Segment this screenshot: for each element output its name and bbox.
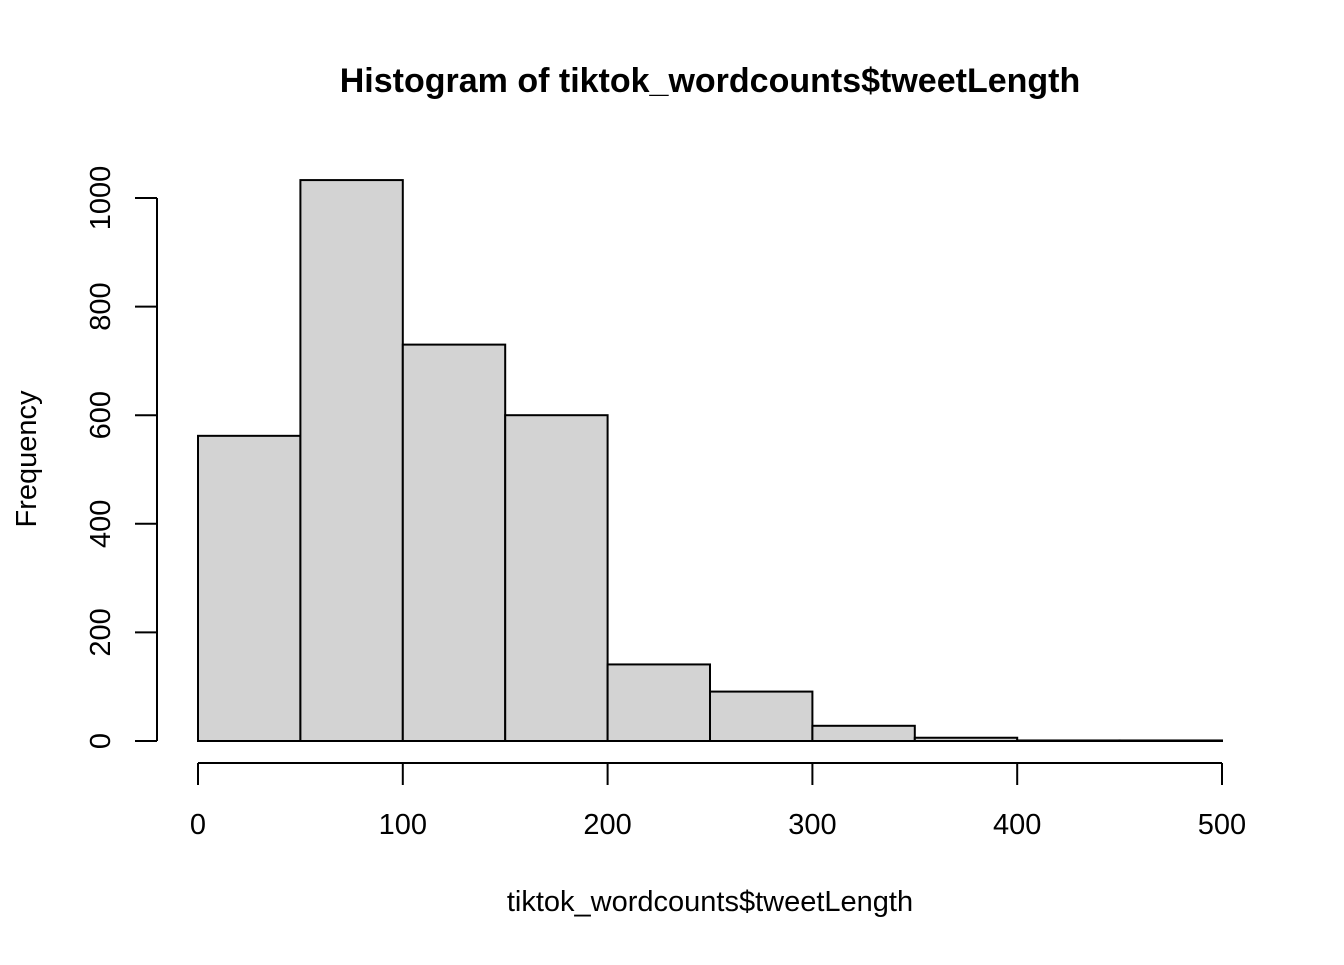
y-tick-label: 600 [85, 391, 117, 439]
histogram-bar [504, 414, 609, 742]
x-tick-label: 100 [379, 809, 427, 841]
y-axis-label: Frequency [11, 390, 43, 528]
x-tick-label: 400 [993, 809, 1041, 841]
x-tick-label: 300 [788, 809, 836, 841]
x-tick-label: 200 [583, 809, 631, 841]
histogram-bar [606, 663, 711, 743]
x-tick-label: 500 [1198, 809, 1246, 841]
y-axis: 0 200 400 600 800 1000 [85, 166, 158, 749]
x-axis: 0 100 200 300 400 500 [190, 762, 1246, 841]
histogram-bar [401, 343, 507, 742]
y-tick-label: 400 [85, 500, 117, 548]
y-tick-label: 1000 [85, 166, 117, 231]
histogram-bar [299, 179, 404, 742]
x-tick-label: 0 [190, 809, 206, 841]
bars-group [197, 179, 1223, 743]
histogram-bar [197, 434, 302, 742]
histogram-bar [811, 724, 916, 743]
histogram-bar [1118, 739, 1223, 742]
chart-title: Histogram of tiktok_wordcounts$tweetLeng… [340, 62, 1081, 100]
histogram-bar [913, 736, 1019, 743]
histogram-bar [709, 690, 814, 742]
histogram-bar [1016, 739, 1121, 742]
y-tick-label: 200 [85, 608, 117, 656]
y-tick-label: 800 [85, 282, 117, 330]
x-axis-label: tiktok_wordcounts$tweetLength [507, 886, 913, 918]
y-tick-label: 0 [85, 733, 117, 749]
